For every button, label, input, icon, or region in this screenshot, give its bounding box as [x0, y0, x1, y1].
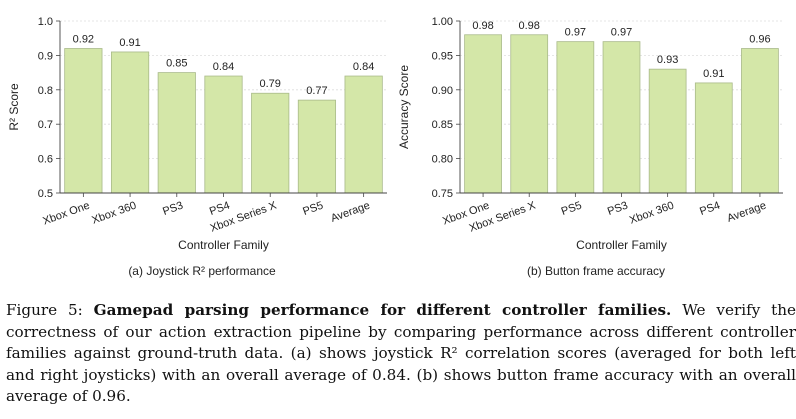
y-tick-label: 0.75	[432, 188, 453, 200]
x-category-label: PS5	[301, 200, 325, 218]
bar-value-label: 0.91	[119, 37, 140, 49]
bar-value-label: 0.92	[73, 34, 94, 46]
y-tick-label: 0.85	[432, 119, 453, 131]
caption-title: Gamepad parsing performance for differen…	[93, 301, 672, 319]
bar	[157, 72, 196, 194]
x-category-label: PS4	[698, 200, 722, 218]
y-axis-title: Accuracy Score	[398, 65, 411, 149]
y-tick-label: 0.80	[432, 154, 453, 166]
bar-value-label: 0.93	[657, 54, 678, 66]
bar-value-label: 0.77	[306, 85, 327, 97]
bar	[510, 34, 549, 194]
y-axis-title: R² Score	[7, 83, 21, 131]
bar	[648, 68, 687, 194]
bar-value-label: 0.98	[519, 20, 540, 32]
y-tick-label: 0.7	[38, 119, 53, 131]
subfigure-caption: (b) Button frame accuracy	[527, 264, 665, 278]
x-category-label: Average	[726, 200, 768, 225]
bar	[297, 99, 337, 194]
bar	[344, 75, 383, 194]
figure: 0.5 0.6 0.7 0.8 0.9 1.0 0.92 Xbox One 0.91 Xbox 3…	[7, 16, 783, 278]
y-tick-label: 0.90	[432, 85, 453, 97]
y-tick-label: 0.95	[432, 50, 453, 62]
x-category-label: PS5	[560, 200, 584, 218]
x-category-label: Xbox 360	[628, 200, 676, 227]
y-tick-label: 1.00	[432, 16, 453, 28]
figure-caption: Figure 5: Gamepad parsing performance fo…	[6, 300, 796, 408]
bar	[110, 51, 150, 194]
bar	[556, 41, 595, 194]
caption-body: We verify the correctness of our action …	[6, 301, 796, 406]
x-category-label: PS4	[208, 200, 232, 218]
chart-joystick-r2: 0.5 0.6 0.7 0.8 0.9 1.0 0.92 Xbox One 0.91 Xbox 3…	[7, 16, 387, 278]
x-category-label: Xbox 360	[90, 200, 138, 227]
bar-value-label: 0.84	[213, 61, 234, 73]
bar	[694, 82, 733, 194]
subfigure-caption: (a) Joystick R² performance	[128, 264, 276, 278]
bar-value-label: 0.96	[749, 34, 770, 46]
bar	[204, 75, 243, 194]
x-category-label: PS3	[606, 200, 630, 218]
bar	[464, 34, 502, 194]
bar-value-label: 0.84	[353, 61, 374, 73]
bar-value-label: 0.85	[166, 58, 187, 70]
y-tick-label: 0.6	[38, 154, 53, 166]
bar-value-label: 0.91	[703, 68, 724, 80]
y-tick-label: 0.5	[38, 188, 53, 200]
y-tick-label: 0.9	[38, 50, 53, 62]
x-category-label: Xbox One	[41, 200, 91, 228]
bar-value-label: 0.79	[260, 78, 281, 90]
x-axis-title: Controller Family	[576, 238, 667, 252]
bar	[251, 92, 290, 194]
bar	[64, 48, 103, 194]
y-tick-label: 1.0	[38, 16, 53, 28]
x-category-label: Average	[329, 200, 371, 225]
bar-value-label: 0.97	[565, 27, 586, 39]
x-axis-title: Controller Family	[178, 238, 269, 252]
bar	[741, 48, 779, 194]
bar-value-label: 0.97	[611, 27, 632, 39]
bar-value-label: 0.98	[472, 20, 493, 32]
caption-label: Figure 5:	[6, 301, 83, 319]
bar	[602, 41, 641, 194]
x-category-label: PS3	[161, 200, 185, 218]
y-tick-label: 0.8	[38, 85, 53, 97]
